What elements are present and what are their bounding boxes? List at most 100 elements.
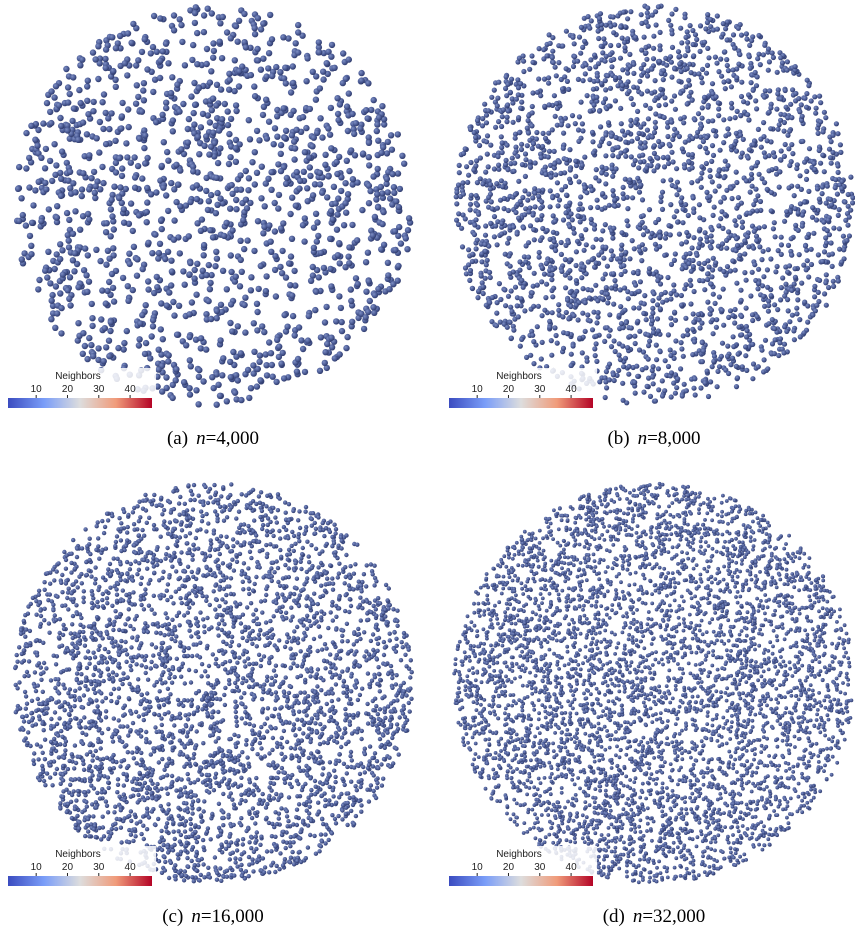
point [480, 116, 486, 122]
point [334, 252, 342, 259]
point [800, 138, 806, 144]
point [155, 255, 162, 262]
point [662, 252, 668, 258]
point [529, 290, 535, 296]
point [621, 263, 627, 269]
point [268, 248, 275, 255]
caption: (a) n=4,000 [167, 428, 259, 449]
point [57, 114, 64, 122]
point [381, 639, 387, 645]
point [34, 142, 41, 149]
point [725, 68, 731, 74]
point [627, 333, 633, 339]
point [233, 372, 240, 379]
point [631, 246, 637, 252]
point [174, 81, 181, 88]
point [837, 142, 843, 148]
point [379, 220, 386, 228]
point [610, 271, 617, 277]
point [145, 566, 150, 571]
point [766, 302, 772, 309]
point [155, 346, 162, 353]
point [639, 258, 645, 264]
point [163, 374, 170, 381]
point [59, 247, 66, 254]
point [742, 251, 748, 257]
point [732, 45, 738, 51]
point [589, 327, 596, 333]
point [223, 685, 228, 691]
point [253, 383, 261, 390]
point [697, 226, 703, 232]
point [606, 333, 612, 339]
point [741, 99, 747, 105]
point [587, 25, 593, 31]
point [88, 551, 93, 557]
point [282, 127, 290, 134]
point [379, 190, 386, 197]
point [786, 263, 793, 269]
point [595, 28, 601, 34]
point [90, 753, 96, 758]
point [685, 39, 691, 45]
point [599, 170, 605, 176]
point [244, 366, 252, 374]
point [827, 196, 834, 202]
point [211, 139, 218, 147]
point [164, 148, 171, 156]
point [153, 119, 160, 126]
point [40, 120, 47, 127]
point [324, 194, 331, 201]
point [666, 160, 672, 167]
point [303, 124, 310, 132]
point [683, 282, 689, 288]
point [754, 208, 760, 214]
point [636, 347, 643, 353]
point [309, 192, 317, 199]
point [541, 271, 548, 277]
point [58, 175, 65, 182]
point [662, 95, 668, 101]
point [80, 170, 87, 177]
point [495, 95, 501, 101]
point [610, 173, 616, 179]
point [617, 55, 624, 61]
point [95, 43, 102, 50]
point [649, 66, 655, 72]
point [494, 103, 500, 109]
point [49, 177, 56, 185]
point [85, 111, 92, 118]
point [511, 168, 517, 174]
point [260, 791, 265, 797]
point [269, 566, 274, 571]
point [658, 71, 664, 77]
point [309, 272, 317, 279]
point [277, 225, 285, 232]
point [124, 30, 132, 37]
point [368, 227, 375, 234]
point [844, 237, 850, 244]
point [765, 247, 771, 253]
point [210, 129, 217, 136]
point [138, 762, 143, 768]
point [602, 78, 608, 84]
point [709, 179, 715, 185]
point [306, 164, 313, 171]
point [485, 108, 492, 114]
point [766, 168, 772, 174]
point [696, 202, 702, 208]
colorbar-tick-label: 30 [534, 384, 546, 395]
point [699, 340, 705, 346]
point [719, 307, 725, 313]
point [573, 278, 579, 284]
point [590, 150, 596, 156]
point [690, 41, 696, 48]
point [770, 226, 776, 232]
point [141, 144, 148, 152]
point [551, 93, 557, 99]
point [647, 393, 654, 399]
point [781, 350, 787, 356]
point [344, 191, 352, 198]
point [336, 240, 343, 247]
point [760, 248, 766, 254]
